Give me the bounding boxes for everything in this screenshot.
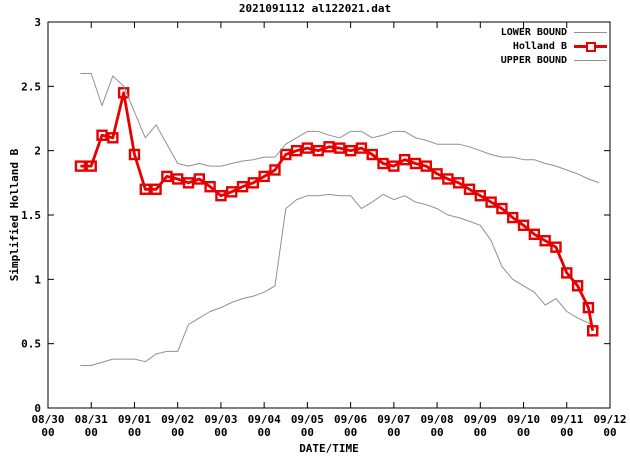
gray-line-icon — [574, 60, 607, 61]
legend-item-holland-b: Holland B — [501, 40, 607, 53]
svg-text:00: 00 — [430, 426, 443, 439]
legend-label-lower-bound: LOWER BOUND — [500, 27, 567, 38]
svg-text:09/01: 09/01 — [118, 413, 151, 426]
svg-text:3: 3 — [34, 16, 41, 29]
svg-text:00: 00 — [128, 426, 141, 439]
legend-sample-holland-b — [574, 41, 607, 52]
chart-title: 2021091112 al122021.dat — [238, 2, 392, 15]
svg-text:09/10: 09/10 — [507, 413, 540, 426]
svg-text:1: 1 — [34, 273, 41, 286]
svg-text:09/08: 09/08 — [421, 413, 454, 426]
legend-sample-upper-bound — [574, 56, 607, 65]
svg-text:00: 00 — [214, 426, 227, 439]
svg-text:09/07: 09/07 — [377, 413, 410, 426]
svg-text:00: 00 — [474, 426, 487, 439]
svg-text:09/09: 09/09 — [464, 413, 497, 426]
svg-text:00: 00 — [171, 426, 184, 439]
svg-text:08/30: 08/30 — [31, 413, 64, 426]
svg-text:09/06: 09/06 — [334, 413, 367, 426]
svg-text:2: 2 — [34, 145, 41, 158]
legend-item-upper-bound: UPPER BOUND — [501, 54, 607, 67]
svg-text:00: 00 — [387, 426, 400, 439]
red-line-square-icon — [574, 41, 607, 52]
svg-text:00: 00 — [603, 426, 616, 439]
legend-label-upper-bound: UPPER BOUND — [500, 55, 567, 66]
svg-text:00: 00 — [41, 426, 54, 439]
legend-label-holland-b: Holland B — [512, 41, 567, 52]
svg-text:09/05: 09/05 — [291, 413, 324, 426]
svg-text:1.5: 1.5 — [21, 209, 41, 222]
svg-text:00: 00 — [85, 426, 98, 439]
svg-text:0.5: 0.5 — [21, 338, 41, 351]
legend-item-lower-bound: LOWER BOUND — [501, 26, 607, 39]
svg-text:09/11: 09/11 — [550, 413, 583, 426]
svg-text:00: 00 — [560, 426, 573, 439]
legend: LOWER BOUND Holland B UPPER BOUND — [501, 26, 607, 67]
svg-text:09/04: 09/04 — [248, 413, 281, 426]
svg-text:00: 00 — [258, 426, 271, 439]
svg-text:00: 00 — [517, 426, 530, 439]
svg-text:09/03: 09/03 — [204, 413, 237, 426]
svg-text:08/31: 08/31 — [75, 413, 108, 426]
svg-text:00: 00 — [344, 426, 357, 439]
svg-text:0: 0 — [34, 402, 41, 415]
svg-text:09/02: 09/02 — [161, 413, 194, 426]
x-axis-label: DATE/TIME — [299, 442, 359, 455]
svg-text:2.5: 2.5 — [21, 80, 41, 93]
legend-sample-lower-bound — [574, 28, 607, 37]
svg-text:09/12: 09/12 — [593, 413, 626, 426]
svg-text:00: 00 — [301, 426, 314, 439]
gray-line-icon — [574, 32, 607, 33]
